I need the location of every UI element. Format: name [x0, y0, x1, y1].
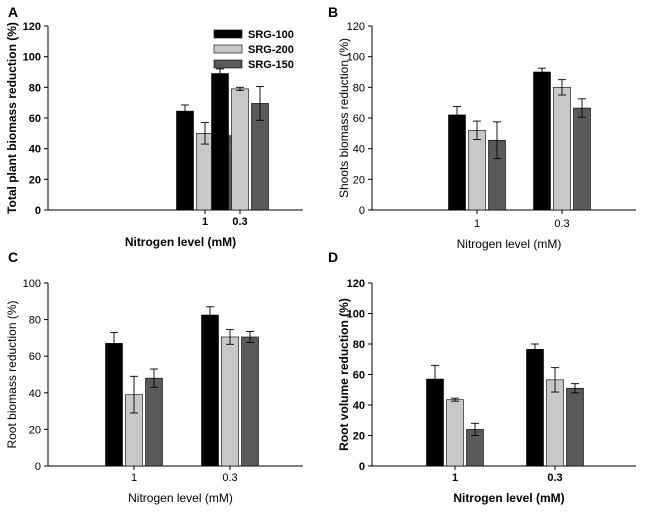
panel-label: B — [328, 4, 338, 20]
bar — [533, 71, 551, 211]
y-axis-title: Root volume reduction (%) — [337, 298, 351, 451]
y-axis-title: Root biomass reduction (%) — [5, 300, 19, 448]
panel-b: B 0 20 40 60 80 100 120 Shoots biomass reduction… — [328, 4, 636, 251]
y-tick-label: 20 — [29, 174, 41, 186]
y-tick-label: 100 — [23, 278, 41, 290]
legend: SRG-100 SRG-200 SRG-150 — [213, 29, 294, 71]
panel-c: C 0 20 40 60 80 100 Root biomass reduction (%) 1… — [5, 249, 303, 505]
y-tick-label: 20 — [29, 424, 41, 436]
y-tick-label: 60 — [29, 351, 41, 363]
x-tick-label: 1 — [474, 218, 480, 230]
x-tick-label: 0.3 — [554, 218, 569, 230]
x-tick-label: 1 — [452, 472, 458, 484]
y-axis-title: Shoots biomass reduction (%) — [337, 38, 351, 198]
y-tick-label: 60 — [353, 113, 365, 125]
y-tick-label: 60 — [353, 370, 365, 382]
y-tick-label: 0 — [35, 461, 41, 473]
bar — [241, 336, 259, 467]
panel-label: D — [328, 249, 338, 265]
panel-a: A 0 20 40 60 80 100 120 Total plant biomass redu… — [5, 4, 303, 249]
legend-swatch — [213, 29, 243, 39]
y-tick-label: 120 — [347, 21, 365, 33]
legend-swatch — [213, 44, 243, 54]
bar — [566, 387, 584, 467]
x-tick-label: 1 — [131, 472, 137, 484]
bar — [221, 336, 239, 467]
legend-label: SRG-100 — [248, 29, 294, 41]
y-tick-label: 20 — [353, 431, 365, 443]
bar — [196, 133, 214, 211]
bar — [468, 129, 486, 211]
y-tick-label: 60 — [29, 113, 41, 125]
bar — [201, 314, 219, 467]
x-tick-label: 0.3 — [547, 472, 562, 484]
bar — [573, 107, 591, 211]
y-tick-label: 120 — [347, 278, 365, 290]
y-tick-label: 40 — [353, 144, 365, 156]
bar — [105, 343, 123, 467]
bar — [176, 110, 194, 211]
bar — [145, 377, 163, 467]
bar — [526, 349, 544, 467]
x-tick-label: 0.3 — [222, 472, 237, 484]
legend-label: SRG-200 — [248, 44, 294, 56]
panel-label: A — [8, 4, 18, 20]
y-tick-label: 40 — [29, 388, 41, 400]
bar — [546, 379, 564, 467]
y-tick-label: 80 — [353, 339, 365, 351]
x-tick-label: 1 — [202, 216, 208, 228]
y-tick-label: 40 — [353, 400, 365, 412]
bar — [231, 88, 249, 211]
panel-d: D 0 20 40 60 80 100 120 Root volume reduction (%… — [328, 249, 636, 505]
y-tick-label: 100 — [347, 52, 365, 64]
y-tick-label: 0 — [359, 205, 365, 217]
y-tick-label: 0 — [35, 205, 41, 217]
x-axis-title: Nitrogen level (mM) — [125, 235, 236, 249]
bar — [446, 399, 464, 467]
bar — [448, 114, 466, 211]
x-axis-title: Nitrogen level (mM) — [453, 491, 564, 505]
y-tick-label: 100 — [347, 309, 365, 321]
x-tick-label: 0.3 — [232, 216, 247, 228]
legend-label: SRG-150 — [248, 59, 294, 71]
y-tick-label: 80 — [353, 82, 365, 94]
x-axis-title: Nitrogen level (mM) — [128, 491, 233, 505]
y-tick-label: 80 — [29, 82, 41, 94]
y-tick-label: 20 — [353, 174, 365, 186]
y-tick-label: 40 — [29, 144, 41, 156]
y-tick-label: 80 — [29, 315, 41, 327]
legend-swatch — [213, 59, 243, 69]
bar — [211, 73, 229, 211]
y-tick-label: 0 — [359, 461, 365, 473]
y-tick-label: 120 — [23, 21, 41, 33]
y-axis-title: Total plant biomass reduction (%) — [5, 22, 19, 214]
panel-label: C — [8, 249, 18, 265]
bar — [553, 87, 571, 211]
x-axis-title: Nitrogen level (mM) — [457, 237, 562, 251]
y-tick-label: 100 — [23, 52, 41, 64]
